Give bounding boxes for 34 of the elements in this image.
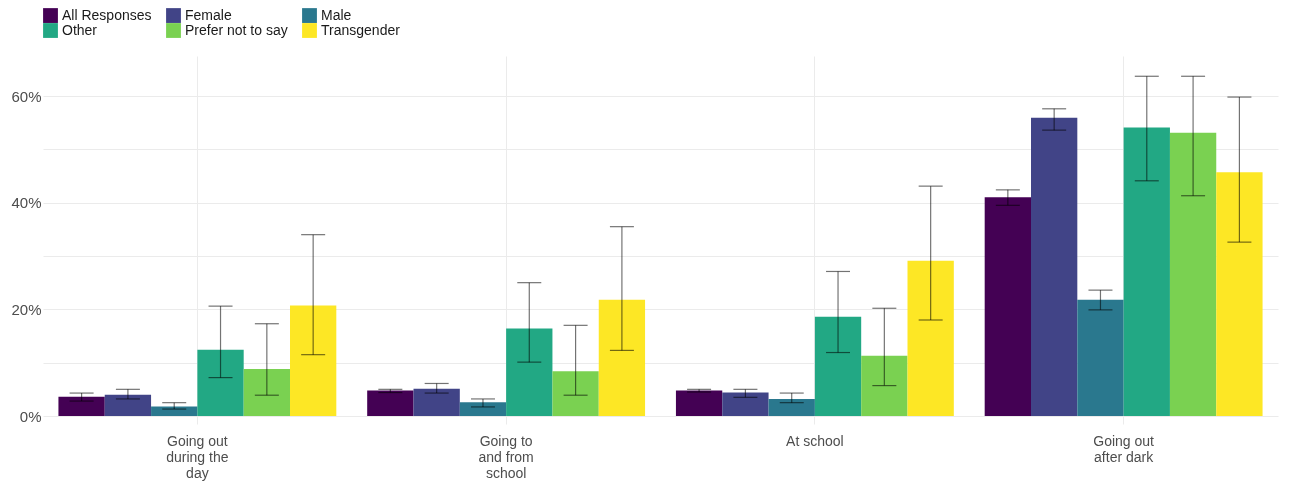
bar: [290, 305, 337, 416]
bar: [675, 390, 723, 416]
bar: [413, 388, 460, 416]
y-tick-label: 40%: [11, 194, 42, 212]
legend-label: Male: [321, 6, 352, 23]
legend-label: Female: [185, 6, 232, 23]
bar: [907, 260, 954, 416]
bar: [768, 398, 815, 416]
bar: [197, 349, 244, 416]
bar: [598, 299, 646, 416]
bar: [367, 390, 414, 416]
x-tick-label: At school: [786, 432, 844, 449]
x-tick-label: Going out during the day: [166, 432, 229, 481]
x-tick-label: Going to and from school: [478, 432, 534, 481]
bar: [506, 328, 553, 416]
bar: [1077, 299, 1124, 416]
bar: [1169, 132, 1217, 416]
legend-label: Transgender: [321, 21, 401, 38]
y-tick-label: 60%: [11, 87, 42, 105]
legend-label: Other: [62, 21, 98, 38]
bar: [814, 316, 862, 416]
bar: [104, 394, 152, 416]
bar: [1123, 127, 1170, 416]
bar: [552, 371, 599, 416]
x-tick-label: Going out after dark: [1093, 432, 1155, 465]
y-tick-label: 20%: [11, 300, 42, 318]
bar: [861, 355, 908, 416]
y-tick-label: 0%: [19, 407, 42, 425]
bar: [984, 197, 1031, 416]
legend-label: All Responses: [62, 6, 152, 23]
bar: [1031, 117, 1078, 416]
bar: [243, 369, 290, 416]
bar: [1216, 172, 1263, 416]
legend-label: Prefer not to say: [185, 21, 288, 38]
